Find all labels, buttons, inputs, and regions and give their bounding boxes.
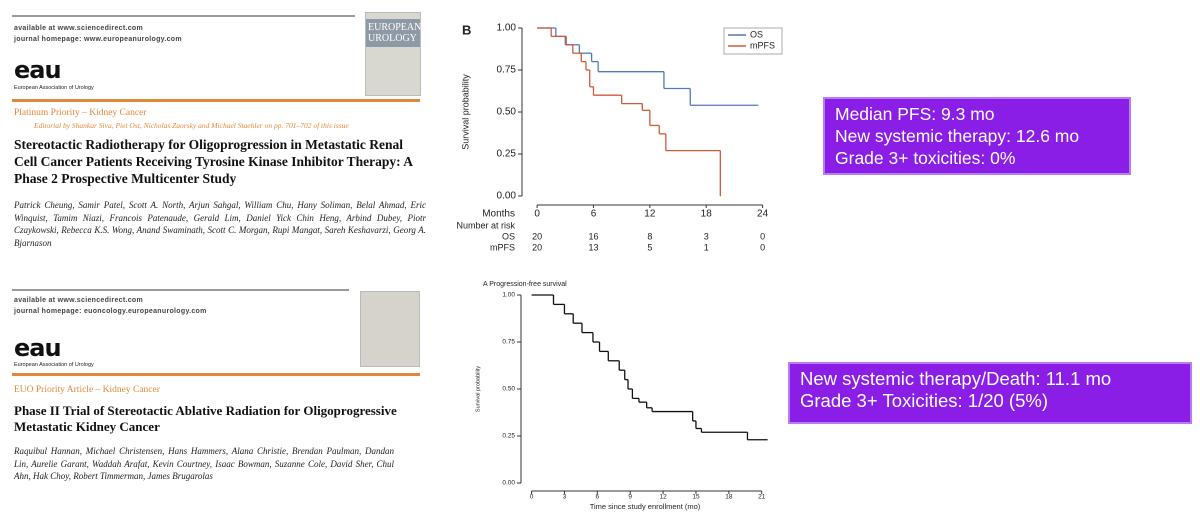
cover-title: EUROPEAN UROLOGY [366,19,421,47]
risk-row-name: mPFS [490,242,515,252]
authors: Raquibul Hannan, Michael Christensen, Ha… [14,446,394,481]
society: European Association of Urology [14,85,94,91]
available: available at www.sciencedirect.com [14,297,143,304]
paper-title: Stereotactic Radiotherapy for Oligoprogr… [14,137,413,186]
y-tick-label: 1.00 [502,292,515,299]
x-axis-label: Months [482,209,515,220]
risk-count: 1 [704,242,709,252]
callout: Median PFS: 9.3 mo New systemic therapy:… [823,97,1131,175]
x-tick-label: 24 [757,209,769,220]
risk-row-name: OS [502,231,515,241]
x-tick-label: 15 [692,494,700,501]
x-axis-label: Time since study enrollment (mo) [590,502,701,511]
y-tick-label: 0.00 [502,480,515,487]
risk-count: 16 [588,231,598,241]
legend-label: OS [750,29,763,39]
y-tick-label: 0.25 [497,149,517,160]
y-tick-label: 0.00 [497,191,517,202]
rule [12,99,420,102]
x-tick-label: 6 [596,494,600,501]
logo: eau [14,334,62,362]
x-tick-label: 0 [534,209,540,220]
editorial: Editorial by Shankar Siva, Piet Ost, Nic… [34,121,349,130]
x-tick-label: 9 [628,494,632,501]
risk-count: 0 [760,231,765,241]
x-tick-label: 18 [725,494,733,501]
chart-title: A Progression-free survival [483,281,567,288]
risk-count: 20 [532,231,542,241]
rule [12,373,420,376]
callout: New systemic therapy/Death: 11.1 mo Grad… [788,362,1192,424]
panel-label: B [462,22,471,37]
y-tick-label: 0.75 [502,339,515,346]
risk-count: 13 [588,242,598,252]
homepage: journal homepage: www.europeanurology.co… [14,36,182,43]
available: available at www.sciencedirect.com [14,25,143,32]
y-tick-label: 0.75 [497,65,517,76]
legend-box [723,27,783,55]
x-tick-label: 3 [563,494,567,501]
y-axis-label: Survival probability [460,74,470,150]
legend-label: mPFS [750,40,775,50]
society: European Association of Urology [14,362,94,368]
rule [12,289,349,291]
y-tick-label: 1.00 [497,23,517,34]
x-tick-label: 21 [758,494,766,501]
y-tick-label: 0.25 [502,433,515,440]
section: Platinum Priority – Kidney Cancer [14,108,147,118]
callout-line: Grade 3+ Toxicities: 1/20 (5%) [800,390,1048,411]
callout-line: Grade 3+ toxicities: 0% [835,148,1016,168]
x-tick-label: 6 [591,209,597,220]
y-tick-label: 0.50 [502,386,515,393]
callout-line: Median PFS: 9.3 mo [835,104,995,124]
risk-count: 5 [647,242,652,252]
section: EUO Priority Article – Kidney Cancer [14,385,160,395]
risk-count: 20 [532,242,542,252]
risk-count: 8 [647,231,652,241]
risk-count: 0 [760,242,765,252]
y-tick-label: 0.50 [497,107,517,118]
x-tick-label: 12 [659,494,667,501]
callout-line: New systemic therapy/Death: 11.1 mo [800,368,1112,389]
rule [12,15,355,17]
x-tick-label: 0 [530,494,534,501]
risk-title: Number at risk [456,220,515,230]
risk-count: 3 [704,231,709,241]
callout-line: New systemic therapy: 12.6 mo [835,126,1080,146]
paper-title: Phase II Trial of Stereotactic Ablative … [14,403,397,434]
journal-cover [360,291,420,367]
logo: eau [14,56,62,84]
homepage: journal homepage: euoncology.europeanuro… [14,308,207,315]
x-tick-label: 18 [701,209,713,220]
x-tick-label: 12 [644,209,656,220]
authors: Patrick Cheung, Samir Patel, Scott A. No… [14,200,426,248]
y-axis-label: Survival probability [475,366,481,412]
journal-cover: EUROPEAN UROLOGY [365,12,421,96]
